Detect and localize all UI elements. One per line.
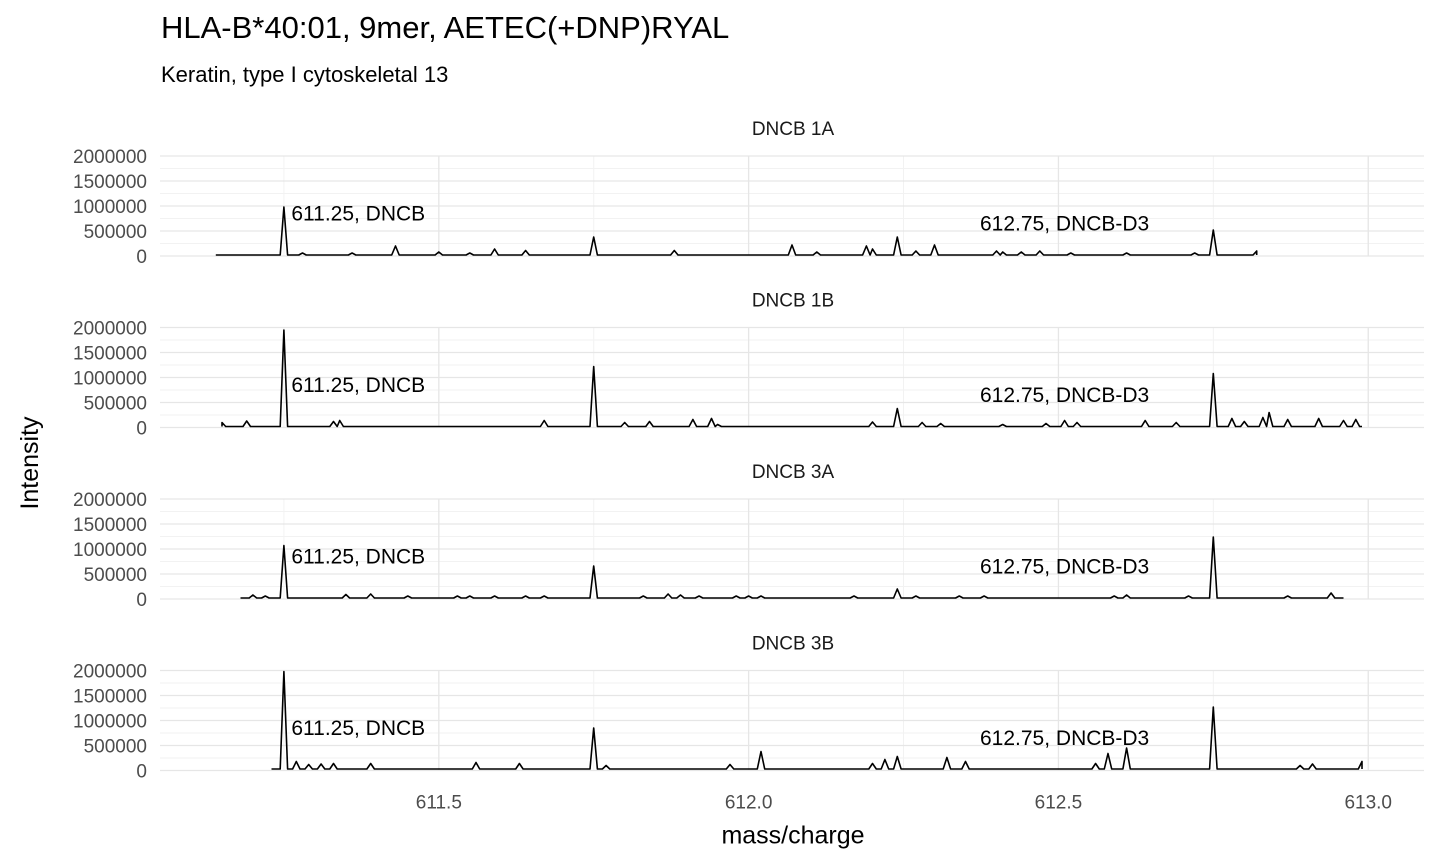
facet-strip-label: DNCB 1B [752, 291, 834, 312]
y-tick-label: 2000000 [73, 319, 147, 340]
peak-annotation: 612.75, DNCB-D3 [980, 727, 1149, 750]
facet-panel: DNCB 1A 0 500000 1000000 1500000 2000000 611.2… [73, 119, 1424, 268]
y-tick-label: 2000000 [73, 490, 147, 511]
y-tick-label: 2000000 [73, 662, 147, 683]
y-tick-label: 1500000 [73, 344, 147, 365]
y-tick-label: 1000000 [73, 712, 147, 733]
chart-title: HLA-B*40:01, 9mer, AETEC(+DNP)RYAL [161, 10, 730, 45]
facet-panel: DNCB 3B 0 500000 1000000 1500000 2000000 611.2… [73, 634, 1424, 783]
facet-panel: DNCB 1B 0 500000 1000000 1500000 2000000 611.2… [73, 291, 1424, 440]
x-tick-label: 611.5 [416, 793, 462, 814]
y-tick-label: 1500000 [73, 515, 147, 536]
y-tick-label: 2000000 [73, 147, 147, 168]
y-tick-label: 1500000 [73, 687, 147, 708]
peak-annotation: 612.75, DNCB-D3 [980, 384, 1149, 407]
facet-strip-label: DNCB 1A [752, 119, 835, 140]
y-tick-label: 1500000 [73, 172, 147, 193]
facet-strip-label: DNCB 3A [752, 462, 835, 483]
y-tick-label: 0 [136, 247, 147, 268]
facet-strip-label: DNCB 3B [752, 634, 834, 655]
y-tick-label: 1000000 [73, 540, 147, 561]
peak-annotation: 611.25, DNCB [291, 717, 425, 740]
y-tick-label: 500000 [84, 737, 147, 758]
spectrum-line [240, 536, 1344, 599]
x-tick-label: 612.0 [725, 793, 773, 814]
y-tick-label: 500000 [84, 222, 147, 243]
y-axis-title: Intensity [16, 416, 44, 510]
peak-annotation: 612.75, DNCB-D3 [980, 213, 1149, 236]
peak-annotation: 611.25, DNCB [291, 374, 425, 397]
y-tick-label: 0 [136, 419, 147, 440]
spectrum-line [215, 206, 1258, 256]
chart-subtitle: Keratin, type I cytoskeletal 13 [161, 62, 449, 87]
spectrum-line [271, 670, 1363, 770]
y-tick-label: 500000 [84, 394, 147, 415]
y-tick-label: 500000 [84, 565, 147, 586]
y-tick-label: 0 [136, 762, 147, 783]
peak-annotation: 611.25, DNCB [291, 203, 425, 226]
y-tick-label: 0 [136, 590, 147, 611]
spectrum-line [221, 329, 1362, 428]
x-tick-label: 612.5 [1035, 793, 1083, 814]
peak-annotation: 612.75, DNCB-D3 [980, 556, 1149, 579]
facet-panel: DNCB 3A 0 500000 1000000 1500000 2000000 611.2… [73, 462, 1424, 611]
y-tick-label: 1000000 [73, 369, 147, 390]
peak-annotation: 611.25, DNCB [291, 546, 425, 569]
y-tick-label: 1000000 [73, 197, 147, 218]
x-tick-label: 613.0 [1344, 793, 1392, 814]
x-axis-title: mass/charge [721, 822, 864, 850]
